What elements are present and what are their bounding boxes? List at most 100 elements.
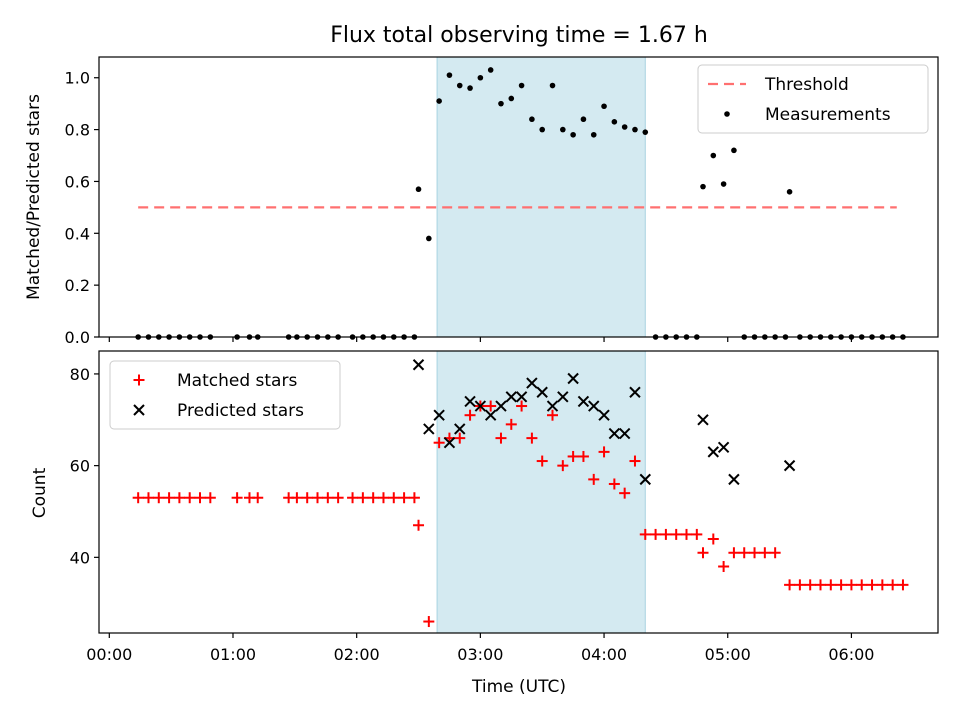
- matched-legend-label: Matched stars: [177, 371, 297, 391]
- count-legend: Matched stars Predicted stars: [109, 360, 341, 430]
- count-s0-point-56: [738, 547, 750, 559]
- count-s1-point-10: [515, 391, 528, 403]
- count-s0-point-46: [639, 528, 651, 540]
- count-s1-point-13: [546, 400, 559, 412]
- count-s0-point-35: [526, 432, 538, 444]
- count-s0-point-54: [718, 561, 730, 573]
- count-s0-point-39: [567, 450, 579, 462]
- ratio-s0-point-43: [611, 119, 618, 125]
- ratio-s0-point-41: [590, 131, 597, 138]
- ratio-s0-point-27: [446, 72, 453, 78]
- count-s0-point-18: [357, 492, 369, 504]
- ratio-s0-point-32: [498, 100, 504, 107]
- count-s0-point-36: [536, 455, 548, 467]
- count-s1-point-19: [608, 427, 621, 440]
- count-s0-point-43: [608, 478, 620, 490]
- count-s0-point-3: [163, 492, 175, 504]
- ratio-s0-point-45: [632, 126, 638, 133]
- predicted-legend-label: Predicted stars: [177, 401, 304, 421]
- ratio-y-ticks: 0.0 0.2 0.4 0.6 0.8 1.0: [65, 69, 99, 347]
- ratio-s0-point-28: [456, 82, 463, 89]
- count-xtick-label-2: 02:00: [334, 645, 380, 664]
- count-s0-point-19: [367, 492, 379, 504]
- count-s1-point-26: [728, 473, 740, 486]
- matched-legend-swatch: [133, 374, 145, 386]
- count-s0-point-47: [650, 528, 662, 540]
- count-xtick-label-6: 06:00: [828, 645, 874, 664]
- count-xtick-label-5: 05:00: [705, 645, 751, 664]
- count-s0-point-44: [619, 487, 631, 499]
- count-s0-point-62: [804, 579, 816, 591]
- count-y-ticks: 40 60 80: [70, 365, 99, 567]
- count-s0-point-58: [759, 547, 771, 559]
- count-s1-point-17: [588, 400, 600, 412]
- count-s0-point-21: [388, 492, 400, 504]
- count-s1-point-18: [598, 409, 610, 421]
- ratio-ytick-label-4: 0.8: [65, 121, 90, 140]
- count-s0-point-14: [312, 492, 324, 504]
- ratio-s0-point-37: [549, 82, 556, 89]
- count-s0-point-63: [814, 579, 826, 591]
- count-s0-point-31: [485, 400, 497, 412]
- count-s0-point-50: [681, 528, 693, 540]
- ratio-ytick-label-5: 1.0: [65, 69, 90, 88]
- count-s1-point-20: [618, 427, 631, 440]
- count-ytick-label-0: 40: [70, 548, 90, 567]
- count-s0-point-4: [173, 492, 185, 504]
- count-s1-point-4: [454, 423, 466, 435]
- ratio-ytick-label-2: 0.4: [65, 224, 90, 243]
- count-s0-point-17: [347, 492, 359, 504]
- count-s0-point-61: [794, 579, 806, 591]
- count-s1-point-27: [783, 459, 796, 472]
- count-axes-frame: [98, 350, 939, 634]
- count-s0-point-42: [598, 446, 610, 458]
- ratio-s0-point-34: [518, 82, 525, 89]
- x-axis-label: Time (UTC): [471, 677, 566, 697]
- count-s0-point-38: [557, 460, 569, 472]
- ratio-s0-point-42: [601, 103, 607, 110]
- count-ytick-label-2: 80: [70, 365, 90, 384]
- count-s1-point-12: [536, 386, 548, 398]
- count-s0-point-51: [691, 528, 703, 540]
- count-s1-point-11: [526, 377, 538, 389]
- count-xtick-label-1: 01:00: [210, 645, 256, 664]
- ratio-s0-point-31: [487, 67, 494, 73]
- ratio-s0-point-26: [436, 98, 442, 104]
- count-s0-point-29: [464, 409, 476, 421]
- count-s0-point-49: [670, 528, 682, 540]
- count-s0-point-1: [142, 492, 154, 504]
- count-s0-point-64: [825, 579, 837, 591]
- count-s0-point-68: [866, 579, 878, 591]
- count-s1-point-6: [474, 400, 487, 412]
- count-s0-point-53: [707, 533, 719, 545]
- count-s0-point-67: [856, 579, 868, 591]
- count-s0-point-10: [252, 492, 264, 504]
- ratio-s0-point-24: [415, 186, 422, 193]
- count-s0-point-22: [398, 492, 410, 504]
- count-legend-box: [109, 360, 341, 430]
- count-shaded-window: [437, 351, 646, 633]
- ratio-x-ticks: [108, 337, 853, 342]
- count-s0-point-48: [660, 528, 672, 540]
- count-s0-point-70: [887, 579, 899, 591]
- ratio-s0-point-36: [539, 126, 546, 133]
- count-s0-point-40: [577, 450, 589, 462]
- count-points: [132, 359, 909, 628]
- count-s1-point-9: [505, 391, 517, 403]
- count-s0-point-33: [505, 418, 517, 430]
- count-s0-point-60: [784, 579, 796, 591]
- ratio-legend: Threshold Measurements: [697, 64, 929, 134]
- count-s1-point-7: [484, 409, 497, 421]
- ratio-s0-point-53: [710, 152, 717, 159]
- ratio-s0-point-54: [720, 181, 727, 187]
- count-s0-point-32: [495, 432, 507, 444]
- count-s0-point-15: [322, 492, 334, 504]
- count-s0-point-41: [588, 473, 600, 485]
- count-s0-point-34: [516, 400, 528, 412]
- ratio-s0-point-30: [477, 74, 484, 81]
- count-s1-point-21: [629, 386, 641, 398]
- ratio-s0-point-55: [731, 147, 737, 154]
- count-s0-point-59: [769, 547, 781, 559]
- count-s1-point-3: [443, 437, 456, 449]
